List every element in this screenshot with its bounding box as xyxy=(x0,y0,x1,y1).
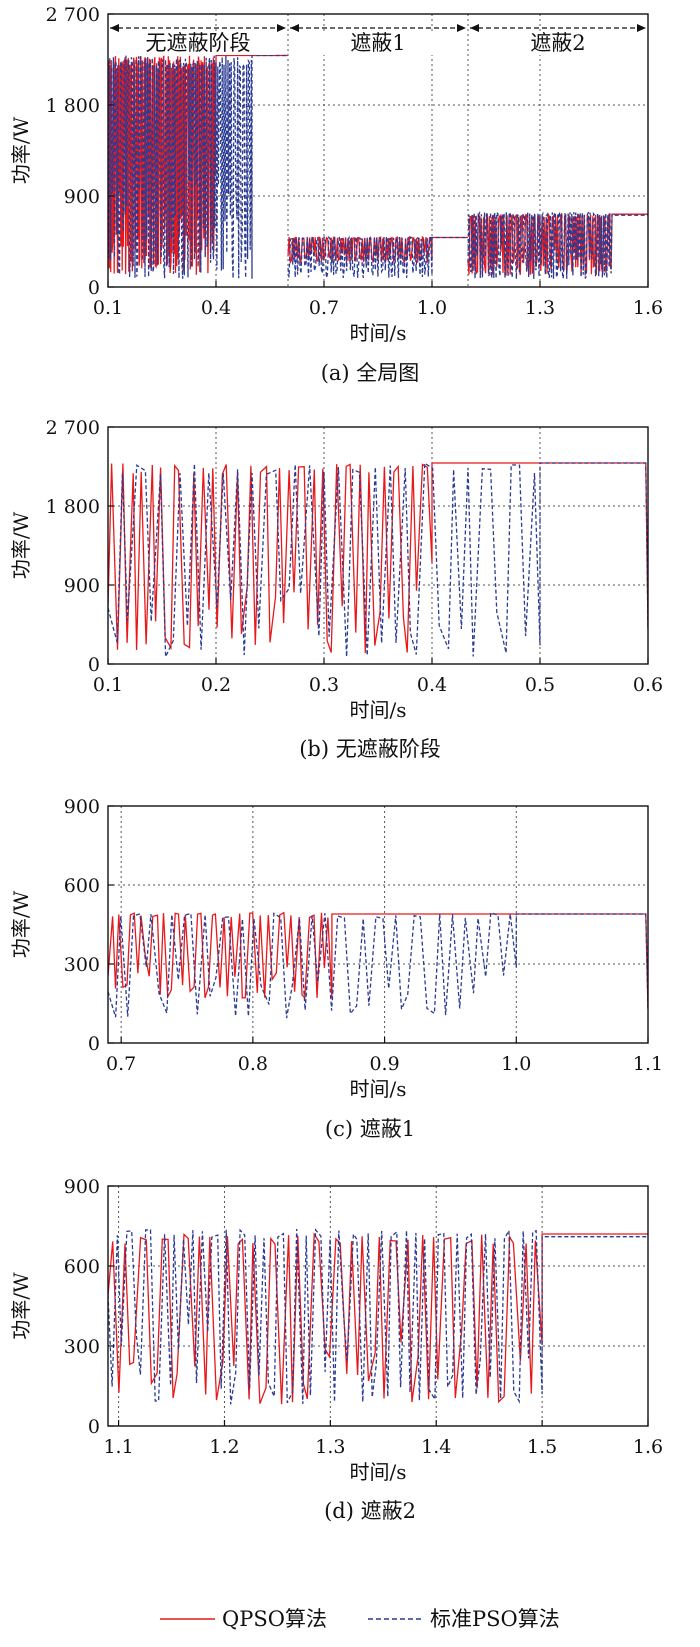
y-tick-label: 1 800 xyxy=(46,95,100,117)
panel-caption: (b) 无遮蔽阶段 xyxy=(299,737,441,761)
series-pso-line xyxy=(108,1228,648,1405)
y-tick-label: 0 xyxy=(88,654,100,676)
panel-caption: (d) 遮蔽2 xyxy=(324,1499,416,1523)
series-qpso-line xyxy=(108,462,648,654)
x-tick-label: 0.4 xyxy=(201,297,231,319)
phase-arrow-left xyxy=(470,24,479,32)
x-tick-label: 0.1 xyxy=(93,297,123,319)
panel-c: 0.7 0.8 0.9 1.0 1.1 0 300 600 900 时间/s 功率/W (c) 遮蔽1 xyxy=(9,796,663,1141)
phase-label: 遮蔽1 xyxy=(350,31,405,55)
x-tick-label: 0.9 xyxy=(369,1053,399,1075)
plot-frame xyxy=(107,1185,649,1427)
panel-b: 0.1 0.2 0.3 0.4 0.5 0.6 0 900 1 800 2 700 时间/s 功率/W… xyxy=(9,417,663,761)
x-tick-label: 1.3 xyxy=(525,297,555,319)
x-axis-label: 时间/s xyxy=(349,1460,406,1484)
x-tick-label: 1.6 xyxy=(633,1436,663,1458)
x-tick-label: 0.2 xyxy=(201,674,231,696)
phase-arrow-left xyxy=(110,24,119,32)
plot-frame xyxy=(107,13,649,288)
phase-arrow-right xyxy=(457,24,466,32)
x-tick-label: 1.1 xyxy=(103,1436,133,1458)
panel-caption: (a) 全局图 xyxy=(321,361,420,385)
panel-a: 0.1 0.4 0.7 1.0 1.3 1.6 0 900 1 800 2 700 时间/s 功率/W… xyxy=(9,4,663,385)
x-tick-label: 0.8 xyxy=(238,1053,268,1075)
series-pso-line xyxy=(108,462,648,658)
x-axis-label: 时间/s xyxy=(349,1077,406,1101)
x-axis-label: 时间/s xyxy=(349,321,406,345)
y-axis-label: 功率/W xyxy=(9,890,33,958)
x-tick-label: 0.3 xyxy=(309,674,339,696)
x-tick-label: 1.2 xyxy=(209,1436,239,1458)
legend-qpso-label: QPSO算法 xyxy=(222,1607,327,1631)
x-tick-label: 0.6 xyxy=(633,674,663,696)
series-qpso-line xyxy=(108,911,648,1009)
phase-arrow-right xyxy=(637,24,646,32)
x-tick-label: 1.1 xyxy=(633,1053,663,1075)
y-axis-label: 功率/W xyxy=(9,116,33,184)
y-tick-label: 1 800 xyxy=(46,496,100,518)
x-tick-label: 0.7 xyxy=(309,297,339,319)
y-tick-label: 0 xyxy=(88,1416,100,1438)
x-tick-label: 0.1 xyxy=(93,674,123,696)
x-tick-label: 0.5 xyxy=(525,674,555,696)
series-pso-line xyxy=(108,54,648,281)
phase-label: 遮蔽2 xyxy=(530,31,585,55)
x-tick-label: 1.0 xyxy=(417,297,447,319)
y-tick-label: 0 xyxy=(88,1033,100,1055)
y-tick-label: 600 xyxy=(64,1256,100,1278)
y-tick-label: 2 700 xyxy=(46,4,100,26)
phase-label-bg xyxy=(300,31,456,55)
x-tick-label: 1.5 xyxy=(527,1436,557,1458)
x-tick-label: 1.6 xyxy=(633,297,663,319)
y-axis-label: 功率/W xyxy=(9,1272,33,1340)
y-tick-label: 2 700 xyxy=(46,417,100,439)
plot-frame xyxy=(107,805,649,1044)
x-tick-label: 0.7 xyxy=(106,1053,136,1075)
series-qpso-line xyxy=(108,1232,648,1405)
phase-label-bg xyxy=(480,31,636,55)
plot-frame xyxy=(107,426,649,665)
panel-caption: (c) 遮蔽1 xyxy=(325,1117,415,1141)
y-axis-label: 功率/W xyxy=(9,511,33,579)
y-tick-label: 900 xyxy=(64,186,100,208)
y-tick-label: 600 xyxy=(64,875,100,897)
x-tick-label: 1.0 xyxy=(501,1053,531,1075)
phase-label-bg xyxy=(120,31,276,55)
legend: QPSO算法 标准PSO算法 xyxy=(160,1607,560,1631)
legend-pso-label: 标准PSO算法 xyxy=(430,1607,560,1631)
y-tick-label: 900 xyxy=(64,796,100,818)
x-tick-label: 0.4 xyxy=(417,674,447,696)
y-tick-label: 900 xyxy=(64,1176,100,1198)
phase-arrow-right xyxy=(277,24,286,32)
x-tick-label: 1.4 xyxy=(421,1436,451,1458)
y-tick-label: 0 xyxy=(88,277,100,299)
panel-d: 1.1 1.2 1.3 1.4 1.5 1.6 0 300 600 900 时间/s 功率/W (d) … xyxy=(9,1176,663,1523)
phase-arrow-left xyxy=(290,24,299,32)
series-pso-line xyxy=(108,911,648,1019)
phase-label: 无遮蔽阶段 xyxy=(146,31,251,55)
y-tick-label: 300 xyxy=(64,954,100,976)
y-tick-label: 900 xyxy=(64,575,100,597)
x-axis-label: 时间/s xyxy=(349,698,406,722)
x-tick-label: 1.3 xyxy=(315,1436,345,1458)
y-tick-label: 300 xyxy=(64,1336,100,1358)
